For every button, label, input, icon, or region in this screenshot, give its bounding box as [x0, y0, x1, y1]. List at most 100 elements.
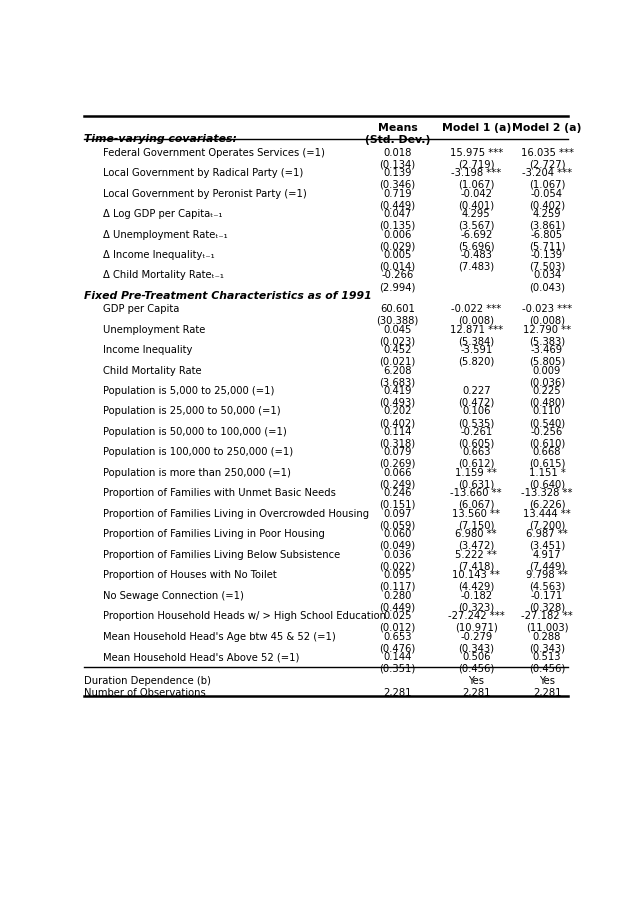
Text: 2,281: 2,281	[384, 688, 412, 698]
Text: -0.022 ***
(0.008): -0.022 *** (0.008)	[451, 305, 501, 325]
Text: 1.151 *
(0.640): 1.151 * (0.640)	[529, 468, 566, 489]
Text: 4.259
(3.861): 4.259 (3.861)	[529, 209, 565, 231]
Text: 0.419
(0.493): 0.419 (0.493)	[380, 386, 416, 407]
Text: Δ Unemployment Rateₜ₋₁: Δ Unemployment Rateₜ₋₁	[103, 230, 228, 240]
Text: 5.222 **
(7.418): 5.222 ** (7.418)	[455, 550, 497, 571]
Text: 0.506
(0.456): 0.506 (0.456)	[458, 652, 495, 674]
Text: Time-varying covariates:: Time-varying covariates:	[84, 134, 237, 144]
Text: Yes: Yes	[469, 676, 484, 686]
Text: 0.663
(0.612): 0.663 (0.612)	[458, 448, 495, 469]
Text: -0.182
(0.323): -0.182 (0.323)	[458, 591, 495, 613]
Text: -0.483
(7.483): -0.483 (7.483)	[458, 250, 495, 271]
Text: 9.798 **
(4.563): 9.798 ** (4.563)	[526, 570, 568, 592]
Text: -0.139
(7.503): -0.139 (7.503)	[529, 250, 565, 271]
Text: 0.246
(0.151): 0.246 (0.151)	[380, 488, 416, 510]
Text: -0.266
(2.994): -0.266 (2.994)	[380, 270, 416, 292]
Text: 2,281: 2,281	[462, 688, 491, 698]
Text: 0.060
(0.049): 0.060 (0.049)	[380, 529, 416, 551]
Text: Proportion of Families Living in Poor Housing: Proportion of Families Living in Poor Ho…	[103, 529, 325, 539]
Text: Duration Dependence (b): Duration Dependence (b)	[84, 676, 211, 686]
Text: -0.279
(0.343): -0.279 (0.343)	[458, 632, 495, 653]
Text: 4.295
(3.567): 4.295 (3.567)	[458, 209, 495, 231]
Text: 0.139
(0.346): 0.139 (0.346)	[380, 168, 416, 190]
Text: -27.182 **
(11.003): -27.182 ** (11.003)	[521, 611, 573, 633]
Text: 6.980 **
(3.472): 6.980 ** (3.472)	[455, 529, 497, 551]
Text: Model 1 (a): Model 1 (a)	[442, 123, 511, 133]
Text: 1.159 **
(0.631): 1.159 ** (0.631)	[455, 468, 497, 489]
Text: Proportion of Families Living Below Subsistence: Proportion of Families Living Below Subs…	[103, 550, 340, 560]
Text: -3.469
(5.805): -3.469 (5.805)	[529, 345, 565, 367]
Text: -27.242 ***
(10.971): -27.242 *** (10.971)	[448, 611, 505, 633]
Text: 0.079
(0.269): 0.079 (0.269)	[380, 448, 416, 469]
Text: 13.444 **
(7.200): 13.444 ** (7.200)	[523, 509, 571, 531]
Text: 0.036
(0.022): 0.036 (0.022)	[380, 550, 416, 571]
Text: Mean Household Head's Above 52 (=1): Mean Household Head's Above 52 (=1)	[103, 652, 299, 662]
Text: 0.005
(0.014): 0.005 (0.014)	[380, 250, 416, 271]
Text: -3.204 ***
(1.067): -3.204 *** (1.067)	[522, 168, 572, 190]
Text: Income Inequality: Income Inequality	[103, 345, 192, 355]
Text: 0.225
(0.480): 0.225 (0.480)	[529, 386, 565, 407]
Text: 0.009
(0.036): 0.009 (0.036)	[529, 366, 565, 387]
Text: -0.171
(0.328): -0.171 (0.328)	[529, 591, 565, 613]
Text: Local Government by Radical Party (=1): Local Government by Radical Party (=1)	[103, 168, 303, 178]
Text: -0.042
(0.401): -0.042 (0.401)	[458, 188, 495, 210]
Text: Federal Government Operates Services (=1): Federal Government Operates Services (=1…	[103, 148, 325, 158]
Text: Population is 50,000 to 100,000 (=1): Population is 50,000 to 100,000 (=1)	[103, 427, 287, 437]
Text: -6.692
(5.696): -6.692 (5.696)	[458, 230, 495, 251]
Text: Proportion Household Heads w/ > High School Education: Proportion Household Heads w/ > High Sch…	[103, 611, 386, 621]
Text: Yes: Yes	[539, 676, 555, 686]
Text: 0.106
(0.535): 0.106 (0.535)	[458, 406, 495, 428]
Text: Population is more than 250,000 (=1): Population is more than 250,000 (=1)	[103, 468, 291, 478]
Text: 0.110
(0.540): 0.110 (0.540)	[529, 406, 565, 428]
Text: 0.288
(0.343): 0.288 (0.343)	[529, 632, 565, 653]
Text: 0.653
(0.476): 0.653 (0.476)	[380, 632, 416, 653]
Text: Δ Child Mortality Rateₜ₋₁: Δ Child Mortality Rateₜ₋₁	[103, 270, 224, 280]
Text: Mean Household Head's Age btw 45 & 52 (=1): Mean Household Head's Age btw 45 & 52 (=…	[103, 632, 335, 642]
Text: 0.045
(0.023): 0.045 (0.023)	[380, 324, 416, 346]
Text: 0.280
(0.449): 0.280 (0.449)	[380, 591, 416, 613]
Text: Proportion of Families Living in Overcrowded Housing: Proportion of Families Living in Overcro…	[103, 509, 369, 519]
Text: 0.227
(0.472): 0.227 (0.472)	[458, 386, 495, 407]
Text: Proportion of Houses with No Toilet: Proportion of Houses with No Toilet	[103, 570, 276, 580]
Text: Population is 100,000 to 250,000 (=1): Population is 100,000 to 250,000 (=1)	[103, 448, 293, 458]
Text: 10.143 **
(4.429): 10.143 ** (4.429)	[452, 570, 500, 592]
Text: Population is 5,000 to 25,000 (=1): Population is 5,000 to 25,000 (=1)	[103, 386, 275, 396]
Text: Population is 25,000 to 50,000 (=1): Population is 25,000 to 50,000 (=1)	[103, 406, 280, 416]
Text: 0.202
(0.402): 0.202 (0.402)	[380, 406, 416, 428]
Text: 16.035 ***
(2.727): 16.035 *** (2.727)	[521, 148, 574, 169]
Text: 0.018
(0.134): 0.018 (0.134)	[380, 148, 416, 169]
Text: 6.208
(3.683): 6.208 (3.683)	[380, 366, 416, 387]
Text: Local Government by Peronist Party (=1): Local Government by Peronist Party (=1)	[103, 188, 307, 198]
Text: 15.975 ***
(2.719): 15.975 *** (2.719)	[450, 148, 503, 169]
Text: 12.871 ***
(5.384): 12.871 *** (5.384)	[450, 324, 503, 346]
Text: -3.591
(5.820): -3.591 (5.820)	[458, 345, 495, 367]
Text: 0.114
(0.318): 0.114 (0.318)	[380, 427, 416, 449]
Text: 4.917
(7.449): 4.917 (7.449)	[529, 550, 565, 571]
Text: Unemployment Rate: Unemployment Rate	[103, 324, 205, 334]
Text: 0.144
(0.351): 0.144 (0.351)	[380, 652, 416, 674]
Text: -13.660 **
(6.067): -13.660 ** (6.067)	[450, 488, 502, 510]
Text: 2,281: 2,281	[533, 688, 561, 698]
Text: -0.256
(0.610): -0.256 (0.610)	[529, 427, 565, 449]
Text: Child Mortality Rate: Child Mortality Rate	[103, 366, 202, 376]
Text: 0.034
(0.043): 0.034 (0.043)	[529, 270, 565, 292]
Text: 0.095
(0.117): 0.095 (0.117)	[380, 570, 416, 592]
Text: No Sewage Connection (=1): No Sewage Connection (=1)	[103, 591, 243, 601]
Text: 0.719
(0.449): 0.719 (0.449)	[380, 188, 416, 210]
Text: 60.601
(30.388): 60.601 (30.388)	[377, 305, 419, 325]
Text: Fixed Pre-Treatment Characteristics as of 1991: Fixed Pre-Treatment Characteristics as o…	[84, 291, 372, 301]
Text: Proportion of Families with Unmet Basic Needs: Proportion of Families with Unmet Basic …	[103, 488, 336, 498]
Text: 0.066
(0.249): 0.066 (0.249)	[380, 468, 416, 489]
Text: 13.560 **
(7.150): 13.560 ** (7.150)	[452, 509, 500, 531]
Text: 0.668
(0.615): 0.668 (0.615)	[529, 448, 565, 469]
Text: 0.097
(0.059): 0.097 (0.059)	[380, 509, 416, 531]
Text: -0.261
(0.605): -0.261 (0.605)	[458, 427, 495, 449]
Text: 12.790 **
(5.383): 12.790 ** (5.383)	[523, 324, 571, 346]
Text: Means
(Std. Dev.): Means (Std. Dev.)	[365, 123, 430, 145]
Text: Δ Income Inequalityₜ₋₁: Δ Income Inequalityₜ₋₁	[103, 250, 214, 260]
Text: Δ Log GDP per Capitaₜ₋₁: Δ Log GDP per Capitaₜ₋₁	[103, 209, 223, 219]
Text: 0.452
(0.021): 0.452 (0.021)	[380, 345, 416, 367]
Text: -13.328 **
(6.226): -13.328 ** (6.226)	[521, 488, 573, 510]
Text: 0.006
(0.029): 0.006 (0.029)	[380, 230, 416, 251]
Text: 6.987 **
(3.451): 6.987 ** (3.451)	[526, 529, 568, 551]
